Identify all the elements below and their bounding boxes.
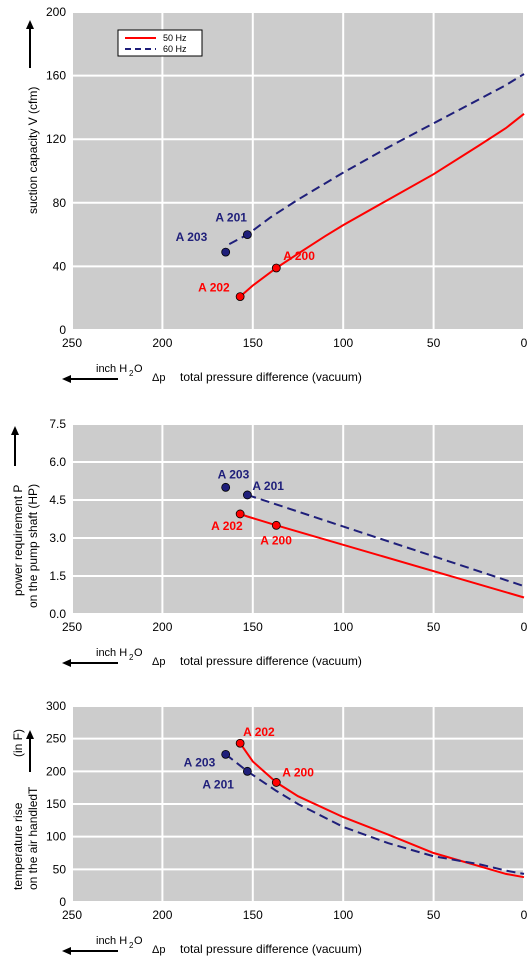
chart-2-ytick-label: 0.0 [49,607,66,621]
chart-1-ytick-label: 80 [53,196,67,210]
chart-2-data-point [222,483,230,491]
chart-3-xtick-label: 200 [152,908,172,922]
chart-1-xarrow-head [62,375,71,383]
chart-3-ytick-label: 200 [46,764,66,778]
chart-3-point-label: A 202 [243,725,275,739]
chart-2-xarrow-head [62,659,71,667]
chart-1-xtick-label: 0 [521,336,528,350]
chart-3-ytick-label: 150 [46,797,66,811]
chart-1-data-point [236,293,244,301]
chart-1-xtick-label: 200 [152,336,172,350]
legend-label: 50 Hz [163,33,187,43]
chart-1-ytick-label: 120 [46,132,66,146]
chart-3-point-label: A 200 [282,765,314,779]
chart-1-xlabel: total pressure difference (vacuum) [180,370,362,384]
chart-2-ytick-label: 7.5 [49,417,66,431]
chart-2-point-label: A 202 [211,519,243,533]
chart-3-data-point [272,778,280,786]
chart-2-xtick-label: 100 [333,620,353,634]
chart-2-ytick-label: 4.5 [49,493,66,507]
chart-3-xtick-label: 150 [243,908,263,922]
chart-1-ytick-label: 40 [53,259,67,273]
chart-1-ylabel: suction capacity V (cfm) [26,87,40,214]
chart-1-point-label: A 202 [198,281,230,295]
chart-2-ytick-label: 6.0 [49,455,66,469]
chart-2-xtick-label: 0 [521,620,528,634]
chart-3-data-point [243,767,251,775]
chart-2-data-point [272,521,280,529]
chart-2-ytick-label: 3.0 [49,531,66,545]
chart-2-point-label: A 201 [252,479,284,493]
chart-1-xtick-label: 250 [62,336,82,350]
chart-2-yarrow-head [11,426,19,435]
chart-3-ylabel: temperature rise [11,802,25,890]
chart-3-xtick-label: 50 [427,908,441,922]
chart-3-xarrow-head [62,947,71,955]
chart-3-ylabel-symbol: T [26,786,40,794]
chart-3-xtick-label: 100 [333,908,353,922]
chart-3-ytick-label: 300 [46,699,66,713]
chart-1-plot-area [72,12,524,330]
chart-3-xunit-label: inch H [96,935,127,947]
chart-1-ytick-label: 200 [46,5,66,19]
chart-3-data-point [236,739,244,747]
legend-label: 60 Hz [163,44,187,54]
chart-2-plot-area [72,424,524,614]
chart-1-point-label: A 201 [215,211,247,225]
chart-1-xtick-label: 150 [243,336,263,350]
chart-1-data-point [243,231,251,239]
chart-1-data-point [272,264,280,272]
chart-3-data-point [222,750,230,758]
chart-1-data-point [222,248,230,256]
chart-3-ytick-label: 0 [59,895,66,909]
chart-1-yarrow-head [26,20,34,29]
chart-2-xunit-o: O [134,647,143,659]
chart-3-ylabel-line2: on the air handled [26,794,40,890]
chart-3-xlabel-delta: Δp [152,944,165,956]
chart-3-point-label: A 203 [184,755,216,769]
chart-2-ytick-label: 1.5 [49,569,66,583]
chart-2-xlabel-delta: Δp [152,656,165,668]
chart-2-xtick-label: 250 [62,620,82,634]
chart-2-data-point [236,510,244,518]
chart-1-point-label: A 203 [176,230,208,244]
chart-2-point-label: A 200 [260,533,292,547]
chart-3-xlabel: total pressure difference (vacuum) [180,942,362,956]
chart-3-xunit-o: O [134,935,143,947]
chart-1-xunit-o: O [134,363,143,375]
chart-2-xtick-label: 150 [243,620,263,634]
chart-3-point-label: A 201 [202,777,234,791]
chart-3-xtick-label: 250 [62,908,82,922]
chart-1-point-label: A 200 [283,249,315,263]
chart-3-xtick-label: 0 [521,908,528,922]
chart-1-ytick-label: 160 [46,69,66,83]
chart-1-xtick-label: 50 [427,336,441,350]
chart-3-ylabel-unit: (in F) [11,729,25,757]
chart-2-xunit-label: inch H [96,647,127,659]
chart-3-ytick-label: 50 [53,862,67,876]
chart-2-point-label: A 203 [218,467,250,481]
chart-2-xlabel: total pressure difference (vacuum) [180,654,362,668]
legend-box [118,30,202,56]
chart-2-xtick-label: 50 [427,620,441,634]
chart-1-xtick-label: 100 [333,336,353,350]
chart-2-ylabel: power requirement P [11,485,25,596]
chart-3-ytick-label: 100 [46,830,66,844]
chart-2-xtick-label: 200 [152,620,172,634]
chart-2-data-point [243,491,251,499]
chart-1-ytick-label: 0 [59,323,66,337]
chart-3-yarrow-head [26,730,34,739]
chart-1-xlabel-delta: Δp [152,372,165,384]
chart-1-xunit-label: inch H [96,363,127,375]
chart-3-ytick-label: 250 [46,732,66,746]
chart-2-ylabel-line2: on the pump shaft (HP) [26,484,40,608]
